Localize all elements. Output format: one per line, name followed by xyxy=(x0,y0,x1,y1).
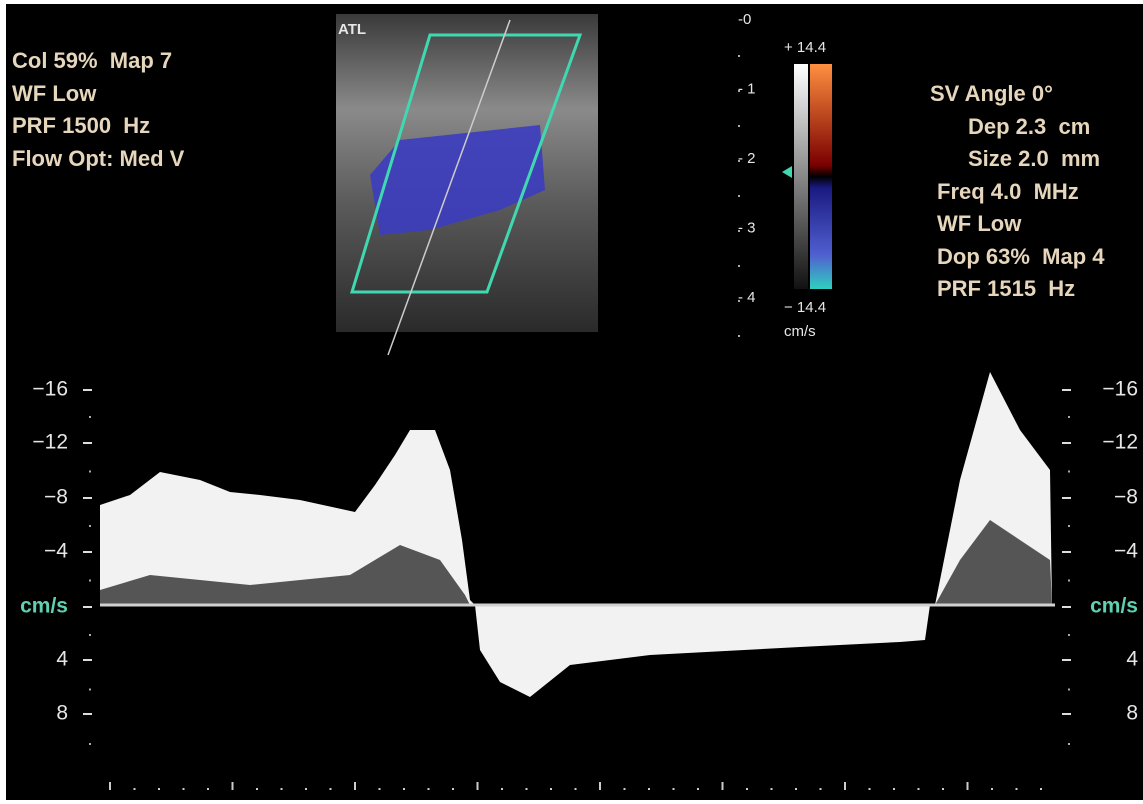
color-bar-top: + 14.4 xyxy=(784,39,826,56)
depth-dot xyxy=(738,160,740,162)
velocity-dot xyxy=(1068,634,1070,636)
velocity-dot xyxy=(1068,416,1070,418)
velocity-label: −16 xyxy=(1102,378,1138,401)
depth-label: - 3 xyxy=(738,219,756,236)
setting-text: SV Angle 0° xyxy=(930,81,1053,106)
setting-text: PRF 1500 Hz xyxy=(12,113,150,138)
depth-label: - 1 xyxy=(738,80,756,97)
velocity-dot xyxy=(1068,689,1070,691)
velocity-label: −8 xyxy=(44,486,68,509)
ultrasound-screen: ATL + 14.4 − 14.4 cm/s Col 59% Map 7 WF L… xyxy=(0,0,1143,804)
setting-text: Flow Opt: Med V xyxy=(12,146,185,171)
color-bar-bottom: − 14.4 xyxy=(784,299,826,316)
setting-text: Col 59% Map 7 xyxy=(12,48,172,73)
velocity-dot xyxy=(89,743,91,745)
depth-dot xyxy=(738,335,740,337)
velocity-label: −12 xyxy=(1102,431,1138,454)
velocity-label: 8 xyxy=(1126,702,1138,725)
depth-label: - 2 xyxy=(738,150,756,167)
color-bar xyxy=(810,64,832,289)
logo: ATL xyxy=(338,21,366,38)
velocity-dot xyxy=(89,634,91,636)
depth-dot xyxy=(738,230,740,232)
depth-dot xyxy=(738,55,740,57)
grey-bar xyxy=(794,64,808,289)
velocity-dot xyxy=(89,471,91,473)
velocity-dot xyxy=(1068,525,1070,527)
depth-label: - 4 xyxy=(738,289,756,306)
setting-text: Dop 63% Map 4 xyxy=(937,244,1105,269)
velocity-dot xyxy=(1068,580,1070,582)
depth-label: -0 xyxy=(738,11,751,28)
color-bar-unit: cm/s xyxy=(784,323,816,340)
setting-text: Freq 4.0 MHz xyxy=(937,179,1079,204)
velocity-label: −4 xyxy=(1114,540,1138,563)
setting-text: WF Low xyxy=(937,211,1022,236)
velocity-label: −8 xyxy=(1114,486,1138,509)
setting-text: Dep 2.3 cm xyxy=(968,114,1090,139)
velocity-dot xyxy=(89,525,91,527)
velocity-label: 8 xyxy=(56,702,68,725)
setting-text: WF Low xyxy=(12,81,97,106)
velocity-label: 4 xyxy=(1126,648,1138,671)
depth-dot xyxy=(738,195,740,197)
setting-text: Size 2.0 mm xyxy=(968,146,1100,171)
depth-dot xyxy=(738,300,740,302)
velocity-label: 4 xyxy=(56,648,68,671)
velocity-label: cm/s xyxy=(1090,595,1138,618)
depth-dot xyxy=(738,125,740,127)
velocity-label: −12 xyxy=(32,431,68,454)
velocity-dot xyxy=(89,580,91,582)
velocity-dot xyxy=(89,689,91,691)
setting-text: PRF 1515 Hz xyxy=(937,276,1075,301)
velocity-label: −16 xyxy=(32,378,68,401)
velocity-dot xyxy=(89,416,91,418)
depth-dot xyxy=(738,265,740,267)
depth-dot xyxy=(738,90,740,92)
velocity-dot xyxy=(1068,743,1070,745)
velocity-label: −4 xyxy=(44,540,68,563)
velocity-label: cm/s xyxy=(20,595,68,618)
velocity-dot xyxy=(1068,471,1070,473)
